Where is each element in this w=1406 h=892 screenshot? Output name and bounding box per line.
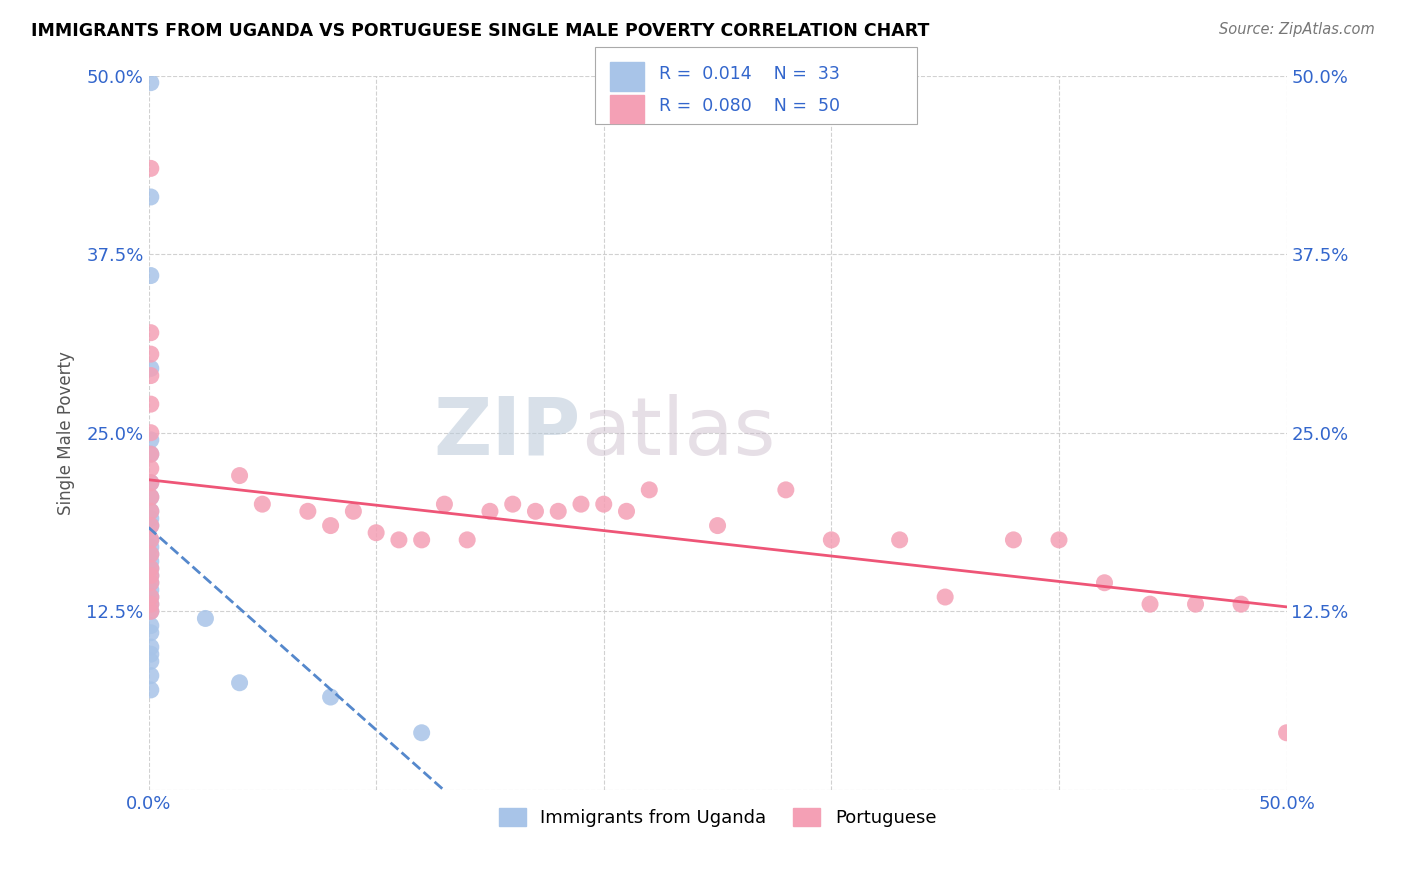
Point — [139, 668, 162, 682]
Point — [319, 518, 342, 533]
Point — [388, 533, 411, 547]
Point — [139, 533, 162, 547]
Point — [139, 447, 162, 461]
Text: ZIP: ZIP — [433, 393, 581, 472]
Point — [139, 654, 162, 668]
Point — [934, 590, 956, 604]
Point — [1047, 533, 1070, 547]
Point — [139, 575, 162, 590]
Point — [433, 497, 456, 511]
Point — [1275, 725, 1298, 739]
Point — [297, 504, 319, 518]
Point — [889, 533, 911, 547]
Point — [706, 518, 728, 533]
Point — [1184, 597, 1206, 611]
Point — [139, 590, 162, 604]
Point — [139, 597, 162, 611]
Point — [139, 604, 162, 618]
Point — [139, 625, 162, 640]
Point — [1094, 575, 1116, 590]
Point — [139, 397, 162, 411]
Point — [139, 490, 162, 504]
Point — [139, 547, 162, 561]
Point — [228, 468, 250, 483]
Point — [139, 475, 162, 490]
Text: IMMIGRANTS FROM UGANDA VS PORTUGUESE SINGLE MALE POVERTY CORRELATION CHART: IMMIGRANTS FROM UGANDA VS PORTUGUESE SIN… — [31, 22, 929, 40]
Point — [478, 504, 501, 518]
Point — [139, 547, 162, 561]
Point — [139, 425, 162, 440]
Point — [139, 561, 162, 575]
Point — [638, 483, 661, 497]
Point — [547, 504, 569, 518]
Point — [139, 504, 162, 518]
Point — [319, 690, 342, 704]
Point — [139, 561, 162, 575]
Point — [139, 447, 162, 461]
Point — [139, 368, 162, 383]
Point — [139, 582, 162, 597]
Point — [194, 611, 217, 625]
Point — [228, 675, 250, 690]
Point — [139, 326, 162, 340]
Point — [411, 725, 433, 739]
Point — [366, 525, 388, 540]
Point — [775, 483, 797, 497]
Text: R =  0.080    N =  50: R = 0.080 N = 50 — [659, 97, 841, 115]
Point — [456, 533, 478, 547]
Point — [139, 504, 162, 518]
Text: R =  0.014    N =  33: R = 0.014 N = 33 — [659, 65, 841, 83]
Point — [524, 504, 547, 518]
Point — [139, 361, 162, 376]
Point — [411, 533, 433, 547]
Point — [139, 647, 162, 661]
Point — [139, 475, 162, 490]
Point — [502, 497, 524, 511]
Point — [1002, 533, 1025, 547]
Point — [139, 618, 162, 632]
Point — [139, 268, 162, 283]
Point — [139, 540, 162, 554]
Legend: Immigrants from Uganda, Portuguese: Immigrants from Uganda, Portuguese — [492, 801, 943, 835]
Point — [616, 504, 638, 518]
Point — [139, 568, 162, 582]
Y-axis label: Single Male Poverty: Single Male Poverty — [58, 351, 75, 515]
Point — [139, 347, 162, 361]
Point — [139, 461, 162, 475]
Point — [139, 533, 162, 547]
Text: atlas: atlas — [581, 393, 775, 472]
Text: Source: ZipAtlas.com: Source: ZipAtlas.com — [1219, 22, 1375, 37]
Point — [820, 533, 842, 547]
Point — [139, 518, 162, 533]
Point — [139, 590, 162, 604]
Point — [139, 518, 162, 533]
Point — [139, 604, 162, 618]
Point — [139, 640, 162, 654]
Point — [139, 433, 162, 447]
Point — [139, 597, 162, 611]
Point — [139, 490, 162, 504]
Point — [139, 568, 162, 582]
Point — [139, 682, 162, 697]
Point — [252, 497, 274, 511]
Point — [139, 161, 162, 176]
Point — [342, 504, 364, 518]
Point — [569, 497, 592, 511]
Point — [139, 76, 162, 90]
Point — [1230, 597, 1253, 611]
Point — [139, 554, 162, 568]
Point — [139, 190, 162, 204]
Point — [139, 575, 162, 590]
Point — [1139, 597, 1161, 611]
Point — [139, 511, 162, 525]
Point — [592, 497, 614, 511]
